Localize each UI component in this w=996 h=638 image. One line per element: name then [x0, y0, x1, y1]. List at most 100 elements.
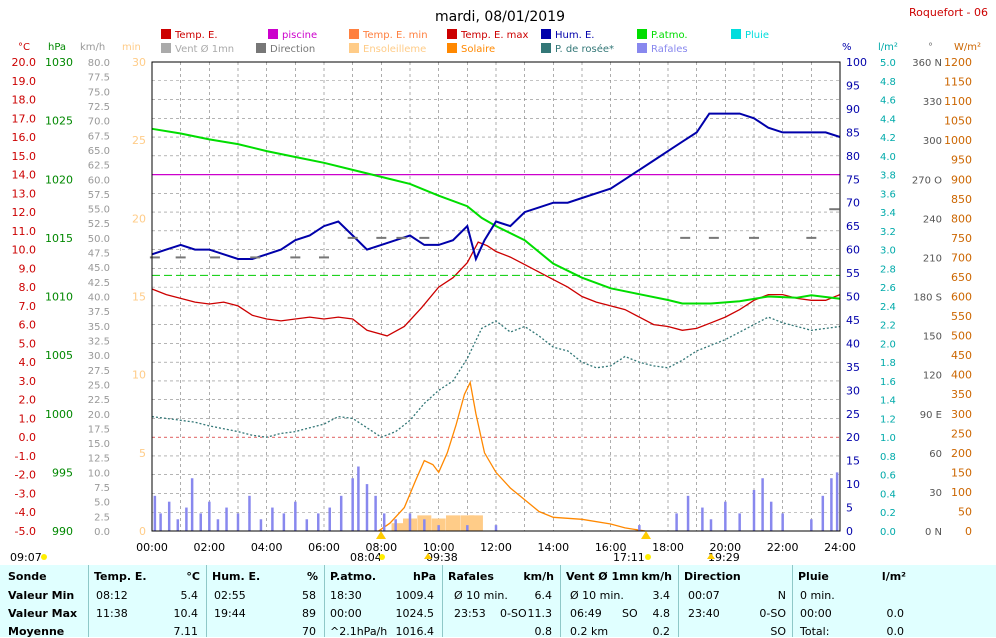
summary-header: P.atmo.	[330, 570, 377, 583]
axis-tick-label: 900	[951, 173, 972, 186]
axis-tick-label: 120	[923, 371, 942, 382]
summary-value: 0 min.	[800, 589, 835, 602]
summary-value: 11:38	[96, 607, 128, 620]
axis-tick-label: 35	[846, 361, 860, 374]
summary-value: 0-SO	[759, 607, 786, 620]
legend: Temp. E. piscine Temp. E. min Temp. E. max H…	[161, 29, 769, 55]
summary-label: Valeur Min	[8, 589, 75, 602]
axis-tick-label: 30	[132, 56, 146, 69]
summary-value: 10.4	[173, 607, 199, 620]
summary-value: 6.4	[534, 589, 553, 602]
axis-tick-label: 67.5	[88, 131, 110, 142]
legend-swatch	[161, 29, 171, 39]
axis-tick-label: 1.4	[880, 396, 896, 407]
axis-tick-label: 1020	[45, 173, 73, 186]
axis-tick-label: 0.0	[94, 527, 110, 538]
unit-min: min	[122, 42, 141, 53]
axis-tick-label: 1150	[944, 76, 972, 89]
axis-tick-label: 990	[52, 525, 73, 538]
summary-unit: km/h	[523, 570, 554, 583]
summary-value: Total:	[800, 625, 830, 638]
station-name: Roquefort - 06	[909, 6, 988, 19]
axis-tick-label: 1050	[944, 115, 972, 128]
summary-label: Moyenne	[8, 625, 65, 638]
axis-tick-label: 0	[139, 525, 146, 538]
axis-tick-label: 90	[846, 103, 860, 116]
unit-temp: °C	[18, 42, 30, 53]
axis-tick-label: 25	[132, 134, 146, 147]
axis-tick-label: 77.5	[88, 73, 110, 84]
series-line	[151, 316, 841, 438]
axis-tick-label: 400	[951, 369, 972, 382]
axis-tick-label: 3.4	[880, 208, 896, 219]
axis-tick-label: 95	[846, 79, 860, 92]
x-tick-label: 16:00	[595, 541, 627, 554]
axis-tick-label: 300	[923, 136, 942, 147]
axis-tick-label: -3.0	[15, 487, 36, 500]
axis-tick-label: 80	[846, 150, 860, 163]
series-line	[151, 112, 841, 262]
axis-tick-label: 3.0	[19, 375, 37, 388]
summary-value: N	[777, 589, 786, 602]
legend-label: Pluie	[745, 30, 769, 41]
axis-tick-label: 2.4	[880, 302, 896, 313]
axis-tick-label: 55.0	[88, 205, 110, 216]
axis-tick-label: 4.8	[880, 77, 896, 88]
summary-value: 06:49	[570, 607, 602, 620]
summary-value: 5.4	[180, 589, 199, 602]
legend-swatch	[447, 29, 457, 39]
axis-tick-label: 550	[951, 310, 972, 323]
axis-tick-label: 7.5	[94, 483, 110, 494]
axis-tick-label: 0.0	[880, 527, 896, 538]
legend-label: Ensoleilleme	[363, 44, 426, 55]
x-tick-label: 12:00	[480, 541, 512, 554]
summary-unit: °C	[186, 570, 200, 583]
unit-kmh: km/h	[80, 42, 105, 53]
legend-label: Hum. E.	[555, 30, 594, 41]
axis-tick-label: 60.0	[88, 175, 110, 186]
axis-tick-label: 2.0	[880, 339, 896, 350]
axis-tick-label: 10.0	[12, 244, 37, 257]
axis-tick-label: 350	[951, 388, 972, 401]
x-tick-label: 10:00	[423, 541, 455, 554]
axis-tick-label: 12.0	[12, 206, 37, 219]
summary-value: ^2.1hPa/h	[330, 625, 388, 638]
summary-value: 0.8	[534, 625, 553, 638]
axis-tick-label: -5.0	[15, 525, 36, 538]
axis-tick-label: 45.0	[88, 263, 110, 274]
axis-tick-label: 4.0	[880, 152, 896, 163]
axis-tick-label: 3.8	[880, 171, 896, 182]
unit-hpa: hPa	[48, 42, 66, 53]
axis-tick-label: 45	[846, 314, 860, 327]
plot-border	[151, 61, 841, 532]
axis-tick-label: 70.0	[88, 117, 110, 128]
legend-swatch	[268, 29, 278, 39]
summary-value: 00:00	[330, 607, 362, 620]
summary-value: 70	[302, 625, 316, 638]
axis-tick-label: 700	[951, 251, 972, 264]
weather-chart: mardi, 08/01/2019 Roquefort - 06 Temp. E…	[10, 6, 988, 564]
axis-tick-label: 17.0	[12, 112, 37, 125]
axis-tick-label: 42.5	[88, 278, 110, 289]
axis-tick-label: 5.0	[94, 498, 110, 509]
unit-dir: °	[928, 42, 933, 53]
axis-tick-label: 150	[951, 466, 972, 479]
summary-col-pluie: Pluie l/m² 0 min. 00:00 0.0 Total: 0.0	[792, 565, 912, 638]
axis-tick-label: 13.0	[12, 187, 37, 200]
axis-tick-label: 15	[846, 455, 860, 468]
axis-tick-label: 150	[923, 332, 942, 343]
summary-col-sonde: Sonde Valeur Min Valeur Max Moyenne	[0, 565, 88, 638]
axis-tick-label: 1.2	[880, 414, 896, 425]
axis-tick-label: 650	[951, 271, 972, 284]
summary-value: 4.8	[652, 607, 671, 620]
axis-tick-label: 0.0	[19, 431, 37, 444]
axis-tick-label: 35.0	[88, 322, 110, 333]
sunset-marker-icon	[641, 531, 651, 539]
axis-tick-label: 1.0	[19, 412, 37, 425]
axis-tick-label: 30	[846, 384, 860, 397]
axis-tick-label: 100	[846, 56, 867, 69]
sunrise-icon	[379, 554, 385, 560]
axis-tick-label: 30	[929, 488, 942, 499]
axis-tick-label: 40.0	[88, 293, 110, 304]
axis-tick-label: 600	[951, 291, 972, 304]
